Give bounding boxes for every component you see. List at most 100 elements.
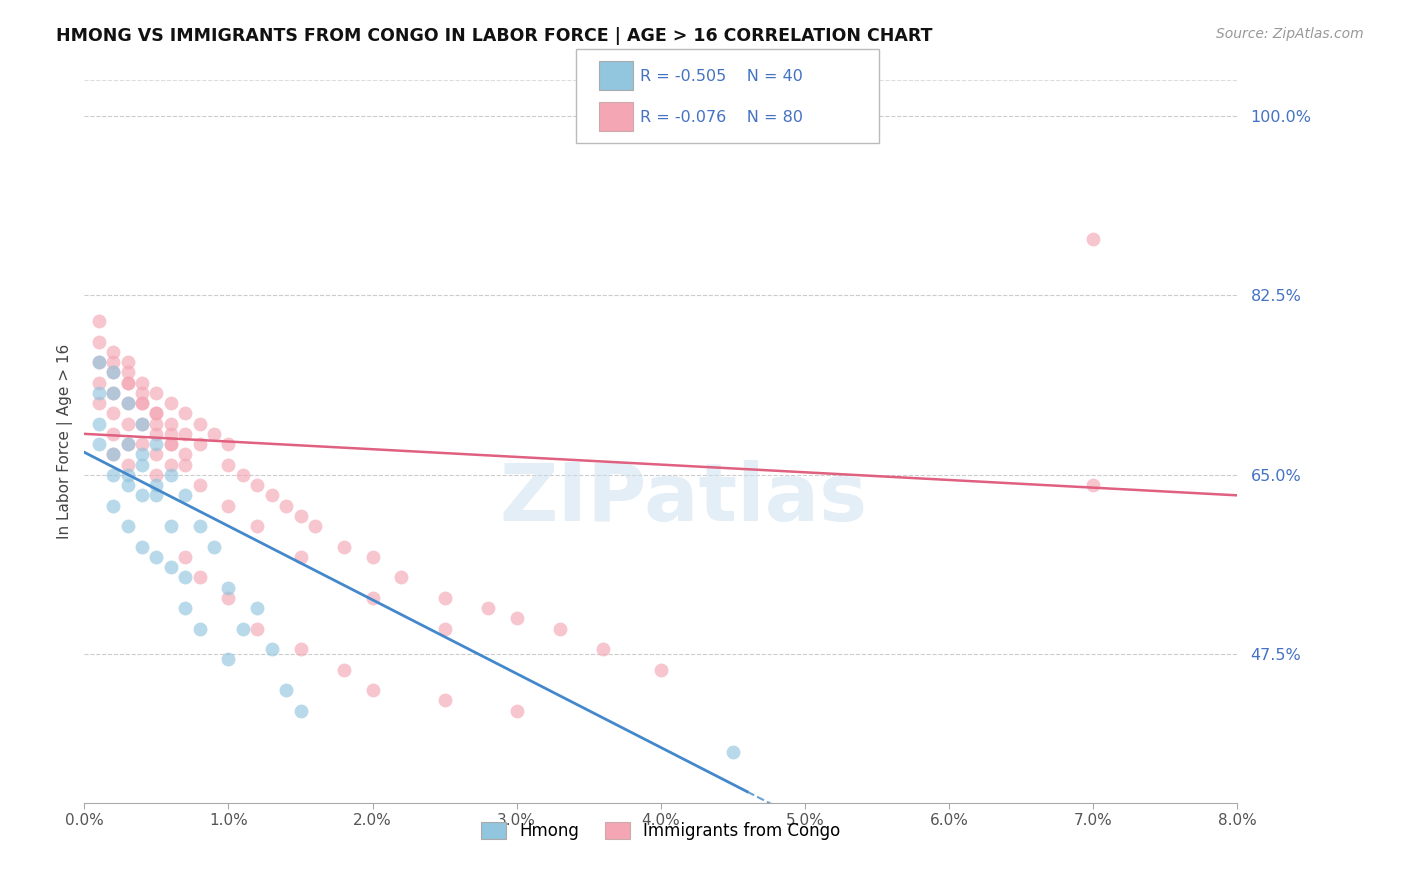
Point (117, 467, 139, 482)
Point (174, 406, 197, 420)
Point (218, 652, 240, 666)
Point (145, 478, 167, 492)
Point (433, 693, 456, 707)
Point (103, 385, 124, 400)
Point (260, 642, 283, 657)
Point (117, 519, 139, 533)
Point (1083, 478, 1105, 492)
Point (87, 385, 110, 400)
Legend: Hmong, Immigrants from Congo: Hmong, Immigrants from Congo (472, 814, 849, 848)
Point (232, 622, 254, 636)
Point (174, 488, 197, 502)
Point (290, 508, 312, 523)
Point (174, 426, 197, 441)
Point (290, 549, 312, 564)
Point (333, 663, 356, 677)
Point (188, 519, 211, 533)
Point (145, 447, 167, 461)
Point (174, 570, 197, 584)
Point (117, 417, 139, 431)
Point (131, 417, 153, 431)
Point (160, 458, 183, 472)
Point (174, 458, 197, 472)
Point (131, 376, 153, 390)
Point (276, 499, 298, 513)
Text: R = -0.505    N = 40: R = -0.505 N = 40 (640, 69, 803, 84)
Point (391, 570, 413, 584)
Point (103, 355, 124, 369)
Point (361, 683, 384, 698)
Point (145, 406, 167, 420)
Point (218, 458, 240, 472)
Point (131, 540, 153, 554)
Point (276, 683, 298, 698)
Point (117, 478, 139, 492)
Text: Source: ZipAtlas.com: Source: ZipAtlas.com (1216, 27, 1364, 41)
Point (160, 396, 183, 410)
Point (103, 467, 124, 482)
Y-axis label: In Labor Force | Age > 16: In Labor Force | Age > 16 (58, 344, 73, 539)
Point (202, 540, 225, 554)
Point (145, 417, 167, 431)
Point (131, 447, 153, 461)
Point (145, 426, 167, 441)
Point (218, 499, 240, 513)
Point (87, 376, 110, 390)
Point (361, 591, 384, 605)
Point (506, 704, 529, 718)
Point (721, 745, 744, 759)
Point (160, 437, 183, 451)
Point (246, 601, 269, 615)
Point (174, 447, 197, 461)
Point (131, 458, 153, 472)
Point (117, 396, 139, 410)
Point (131, 396, 153, 410)
Point (246, 622, 269, 636)
Point (188, 437, 211, 451)
Point (87, 334, 110, 349)
Point (131, 437, 153, 451)
Point (145, 437, 167, 451)
Point (160, 417, 183, 431)
Point (131, 396, 153, 410)
Point (117, 437, 139, 451)
Point (103, 365, 124, 379)
Point (145, 385, 167, 400)
Point (202, 426, 225, 441)
Point (232, 467, 254, 482)
Point (333, 540, 356, 554)
Point (188, 478, 211, 492)
Point (506, 611, 529, 625)
Text: R = -0.076    N = 80: R = -0.076 N = 80 (640, 110, 803, 125)
Point (246, 519, 269, 533)
Point (160, 519, 183, 533)
Point (174, 549, 197, 564)
Point (145, 549, 167, 564)
Point (174, 601, 197, 615)
Point (87, 396, 110, 410)
Point (188, 417, 211, 431)
Point (290, 704, 312, 718)
Point (160, 426, 183, 441)
Point (145, 467, 167, 482)
Point (117, 355, 139, 369)
Point (87, 355, 110, 369)
Point (188, 622, 211, 636)
Point (145, 406, 167, 420)
Point (87, 437, 110, 451)
Point (1083, 232, 1105, 246)
Point (592, 642, 614, 657)
Text: ZIPatlas: ZIPatlas (499, 460, 868, 539)
Point (361, 549, 384, 564)
Point (218, 581, 240, 595)
Point (103, 344, 124, 359)
Point (160, 560, 183, 574)
Point (433, 622, 456, 636)
Point (103, 447, 124, 461)
Point (117, 437, 139, 451)
Point (260, 488, 283, 502)
Point (477, 601, 499, 615)
Text: HMONG VS IMMIGRANTS FROM CONGO IN LABOR FORCE | AGE > 16 CORRELATION CHART: HMONG VS IMMIGRANTS FROM CONGO IN LABOR … (56, 27, 932, 45)
Point (117, 376, 139, 390)
Point (87, 417, 110, 431)
